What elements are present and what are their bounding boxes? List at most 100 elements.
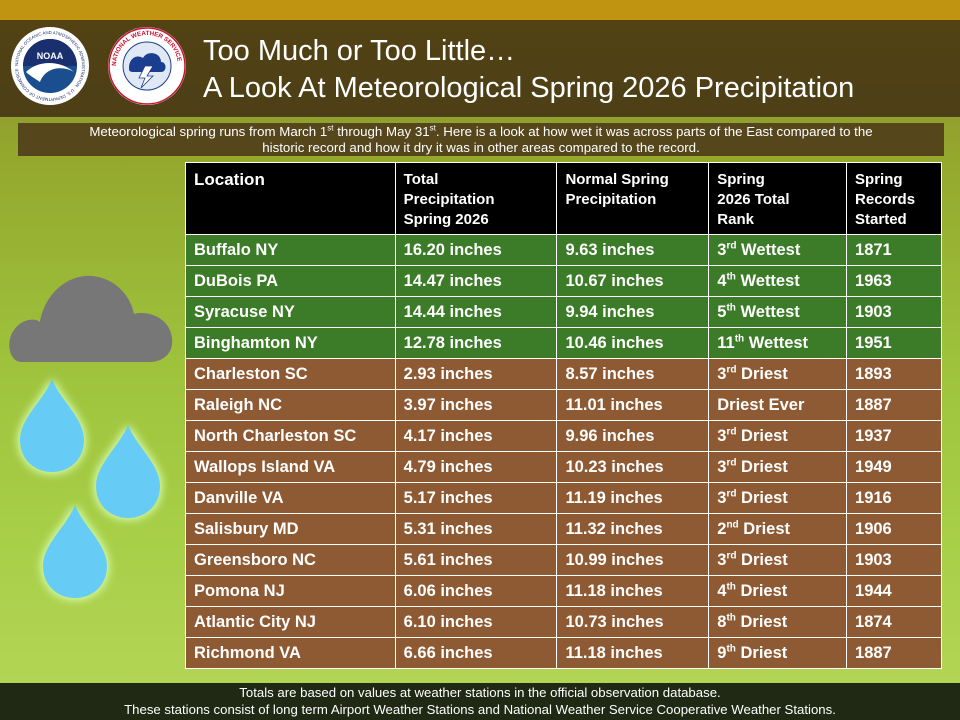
table-row: Greensboro NC 5.61 inches 10.99 inches 3… (185, 544, 942, 576)
total-precip-cell: 5.17 inches (394, 482, 558, 514)
rank-number: 3 (717, 457, 727, 476)
table-row: Atlantic City NJ 6.10 inches 10.73 inche… (185, 606, 942, 638)
rank-suffix: th (726, 271, 736, 282)
total-precip-cell: 6.06 inches (394, 575, 558, 607)
rank-cell: 3rd Wettest (708, 234, 848, 266)
rank-cell: Driest Ever (708, 389, 848, 421)
column-header: Spring 2026 Total Rank (708, 162, 848, 235)
location-cell: DuBois PA (185, 265, 396, 297)
location-cell: Salisbury MD (185, 513, 396, 545)
intro-line-1: Meteorological spring runs from March 1s… (18, 124, 944, 140)
header-line: Spring 2026 (403, 211, 489, 228)
table-row: DuBois PA 14.47 inches 10.67 inches 4th … (185, 265, 942, 297)
intro-sup: st (327, 123, 334, 133)
total-precip-cell: 14.44 inches (394, 296, 558, 328)
location-cell: Danville VA (185, 482, 396, 514)
normal-precip-cell: 11.19 inches (556, 482, 710, 514)
raindrop-icon (43, 505, 107, 598)
normal-precip-cell: 11.18 inches (556, 637, 710, 669)
table-row: Salisbury MD 5.31 inches 11.32 inches 2n… (185, 513, 942, 545)
rank-suffix: rd (726, 488, 737, 499)
rank-cell: 11th Wettest (708, 327, 848, 359)
rank-suffix: th (734, 333, 745, 344)
raindrop-icon (20, 379, 84, 472)
total-precip-cell: 3.97 inches (394, 389, 558, 421)
footer-note: Totals are based on values at weather st… (0, 683, 960, 720)
records-started-cell: 1874 (846, 606, 942, 638)
intro-text-part: Meteorological spring runs from March 1 (89, 124, 328, 139)
records-started-cell: 1937 (846, 420, 942, 452)
rank-word: Wettest (735, 302, 800, 321)
rank-cell: 3rd Driest (708, 420, 848, 452)
normal-precip-cell: 10.46 inches (556, 327, 710, 359)
location-cell: Richmond VA (185, 637, 396, 669)
intro-text-part: . Here is a look at how wet it was acros… (435, 124, 873, 139)
header-line: 2026 Total (717, 191, 790, 208)
header-line: Normal Spring (565, 171, 669, 188)
normal-precip-cell: 10.73 inches (556, 606, 710, 638)
table-header-row: Location Total Precipitation Spring 2026… (185, 162, 942, 235)
rank-suffix: rd (726, 457, 737, 468)
rank-word: Driest (736, 426, 788, 445)
rank-word: Driest Ever (717, 395, 805, 414)
rank-suffix: th (726, 302, 736, 313)
total-precip-cell: 5.61 inches (394, 544, 558, 576)
records-started-cell: 1944 (846, 575, 942, 607)
records-started-cell: 1951 (846, 327, 942, 359)
location-cell: Binghamton NY (185, 327, 396, 359)
table-row: Raleigh NC 3.97 inches 11.01 inches Drie… (185, 389, 942, 421)
location-cell: North Charleston SC (185, 420, 396, 452)
title-line-1: Too Much or Too Little… (203, 35, 516, 67)
rank-cell: 8th Driest (708, 606, 848, 638)
rank-number: 3 (717, 488, 727, 507)
rank-cell: 4th Driest (708, 575, 848, 607)
rank-number: 8 (717, 612, 727, 631)
rank-number: 3 (717, 364, 727, 383)
records-started-cell: 1887 (846, 389, 942, 421)
records-started-cell: 1903 (846, 296, 942, 328)
rank-cell: 3rd Driest (708, 544, 848, 576)
footer-line-2: These stations consist of long term Airp… (124, 702, 836, 717)
records-started-cell: 1916 (846, 482, 942, 514)
rank-cell: 2nd Driest (708, 513, 848, 545)
location-cell: Greensboro NC (185, 544, 396, 576)
rank-number: 3 (717, 240, 727, 259)
normal-precip-cell: 8.57 inches (556, 358, 710, 390)
noaa-logo: NOAA NATIONAL OCEANIC AND ATMOSPHERIC AD… (11, 27, 89, 105)
table-row: Wallops Island VA 4.79 inches 10.23 inch… (185, 451, 942, 483)
rank-number: 3 (717, 426, 727, 445)
weather-illustration (9, 275, 173, 598)
header-line: Location (194, 170, 265, 189)
rank-number: 9 (717, 643, 727, 662)
rank-word: Driest (736, 488, 788, 507)
rank-word: Driest (735, 581, 788, 600)
rank-suffix: rd (726, 426, 737, 437)
normal-precip-cell: 9.96 inches (556, 420, 710, 452)
total-precip-cell: 14.47 inches (394, 265, 558, 297)
header-line: Total (403, 171, 439, 188)
rank-cell: 3rd Driest (708, 451, 848, 483)
total-precip-cell: 16.20 inches (394, 234, 558, 266)
rank-suffix: th (726, 643, 736, 654)
total-precip-cell: 4.17 inches (394, 420, 558, 452)
column-header: Total Precipitation Spring 2026 (394, 162, 558, 235)
header-line: Spring (855, 171, 903, 188)
rank-word: Driest (736, 550, 788, 569)
rank-number: 11 (717, 333, 735, 352)
header-line: Records (855, 191, 916, 208)
location-cell: Buffalo NY (185, 234, 396, 266)
rank-number: 4 (717, 581, 727, 600)
noaa-logo-text: NOAA (37, 51, 64, 61)
total-precip-cell: 6.66 inches (394, 637, 558, 669)
footer-line-1: Totals are based on values at weather st… (239, 685, 721, 700)
records-started-cell: 1887 (846, 637, 942, 669)
normal-precip-cell: 10.23 inches (556, 451, 710, 483)
intro-sup: st (429, 123, 436, 133)
normal-precip-cell: 10.67 inches (556, 265, 710, 297)
rank-number: 2 (717, 519, 727, 538)
column-header: Location (185, 162, 396, 235)
table-row: Binghamton NY 12.78 inches 10.46 inches … (185, 327, 942, 359)
rank-number: 5 (717, 302, 727, 321)
table-row: North Charleston SC 4.17 inches 9.96 inc… (185, 420, 942, 452)
rank-suffix: nd (726, 519, 739, 530)
